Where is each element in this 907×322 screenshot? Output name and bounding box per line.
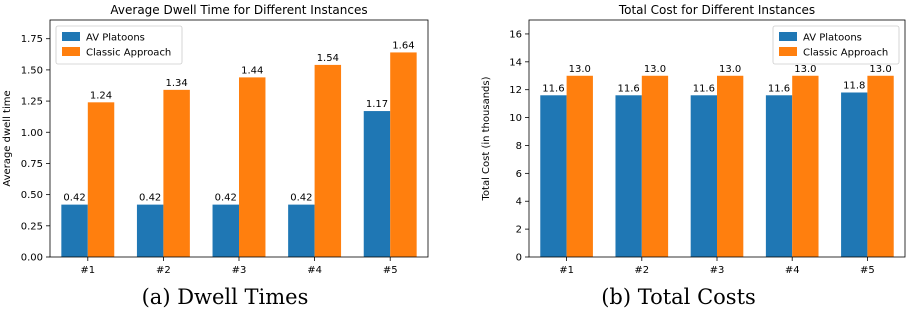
x-tick-label: #5	[383, 265, 398, 276]
y-tick-label: 6	[516, 169, 522, 180]
plot-frame	[528, 19, 906, 258]
total-cost-caption: (b) Total Costs	[601, 285, 756, 309]
data-label: 13.0	[869, 64, 891, 75]
legend-swatch-av	[779, 32, 797, 41]
av-platoon-bar	[765, 95, 793, 258]
data-label: 0.42	[215, 193, 237, 204]
classic-approach-bar	[717, 75, 744, 257]
y-tick-label: 8	[516, 141, 522, 152]
legend: AV Platoons Classic Approach	[772, 25, 900, 65]
y-tick-label: 0	[516, 253, 522, 264]
y-tick-label: 0.75	[21, 159, 43, 170]
legend-swatch-classic	[779, 47, 797, 56]
legend-box	[772, 25, 900, 65]
data-label: 0.42	[290, 193, 312, 204]
legend-swatch-classic	[62, 47, 80, 56]
classic-approach-bar	[867, 75, 894, 257]
data-label: 1.17	[366, 99, 388, 110]
x-tick-label: #4	[785, 265, 800, 276]
x-tick-label: #1	[80, 265, 95, 276]
data-label: 1.44	[241, 65, 263, 76]
x-tick-label: #1	[559, 265, 574, 276]
x-tick-label: #4	[307, 265, 322, 276]
chart-title: Total Cost for Different Instances	[618, 3, 815, 17]
chart-title: Average Dwell Time for Different Instanc…	[110, 3, 367, 17]
av-platoon-bar	[615, 95, 642, 258]
y-tick-label: 10	[509, 113, 522, 124]
dwell-time-chart: Average Dwell Time for Different Instanc…	[2, 3, 429, 276]
classic-approach-bar	[314, 64, 342, 257]
y-tick-label: 1.75	[21, 34, 43, 45]
data-label: 1.34	[165, 78, 187, 89]
y-tick-label: 1.25	[21, 97, 43, 108]
legend-box	[55, 25, 183, 65]
total-cost-panel: Total Cost for Different Instances Total …	[450, 0, 907, 322]
data-label: 11.6	[693, 83, 715, 94]
data-label: 1.24	[90, 90, 112, 101]
classic-approach-bar	[792, 75, 819, 257]
data-label: 13.0	[569, 64, 591, 75]
dwell-time-panel: Average Dwell Time for Different Instanc…	[0, 0, 450, 322]
classic-approach-bar	[87, 102, 115, 257]
classic-approach-bar	[239, 77, 266, 258]
av-platoon-bar	[212, 204, 239, 257]
y-tick-label: 0.00	[21, 253, 43, 264]
legend-label: Classic Approach	[86, 48, 171, 59]
legend-label: AV Platoons	[86, 33, 145, 44]
classic-approach-bar	[163, 89, 190, 257]
av-platoon-bar	[540, 95, 567, 258]
av-platoon-bar	[61, 204, 88, 257]
x-tick-label: #2	[634, 265, 649, 276]
x-tick-label: #5	[860, 265, 875, 276]
classic-approach-bar	[390, 52, 417, 257]
data-label: 1.54	[317, 53, 339, 64]
y-axis-label: Average dwell time	[2, 90, 13, 186]
classic-approach-bar	[566, 75, 593, 257]
dwell-time-caption: (a) Dwell Times	[141, 285, 309, 309]
y-tick-label: 0.25	[21, 221, 43, 232]
av-platoon-bar	[136, 204, 164, 257]
legend-swatch-av	[62, 32, 80, 41]
data-label: 11.8	[843, 80, 865, 91]
av-platoon-bar	[288, 204, 315, 257]
classic-approach-bar	[641, 75, 669, 257]
x-tick-label: #3	[232, 265, 247, 276]
legend-label: AV Platoons	[803, 33, 862, 44]
av-platoon-bar	[841, 92, 868, 258]
data-label: 11.6	[768, 83, 790, 94]
data-label: 11.6	[618, 83, 640, 94]
x-tick-label: #2	[156, 265, 171, 276]
data-label: 11.6	[542, 83, 564, 94]
legend-label: Classic Approach	[803, 48, 888, 59]
y-tick-label: 1.00	[21, 128, 43, 139]
y-tick-label: 14	[509, 57, 522, 68]
av-platoon-bar	[363, 111, 391, 257]
y-tick-label: 16	[509, 29, 522, 40]
data-label: 13.0	[644, 64, 666, 75]
x-tick-label: #3	[710, 265, 725, 276]
data-label: 13.0	[719, 64, 741, 75]
legend: AV Platoons Classic Approach	[55, 25, 183, 65]
total-cost-chart: Total Cost for Different Instances Total …	[481, 3, 906, 276]
plot-frame	[49, 19, 429, 258]
y-tick-label: 12	[509, 85, 522, 96]
y-tick-label: 2	[516, 225, 522, 236]
data-label: 1.64	[392, 40, 414, 51]
y-axis-label: Total Cost (in thousands)	[481, 76, 492, 201]
y-tick-label: 4	[516, 197, 522, 208]
av-platoon-bar	[690, 95, 717, 258]
data-label: 13.0	[794, 64, 816, 75]
data-label: 0.42	[63, 193, 85, 204]
data-label: 0.42	[139, 193, 161, 204]
y-tick-label: 0.50	[21, 190, 43, 201]
y-tick-label: 1.50	[21, 65, 43, 76]
